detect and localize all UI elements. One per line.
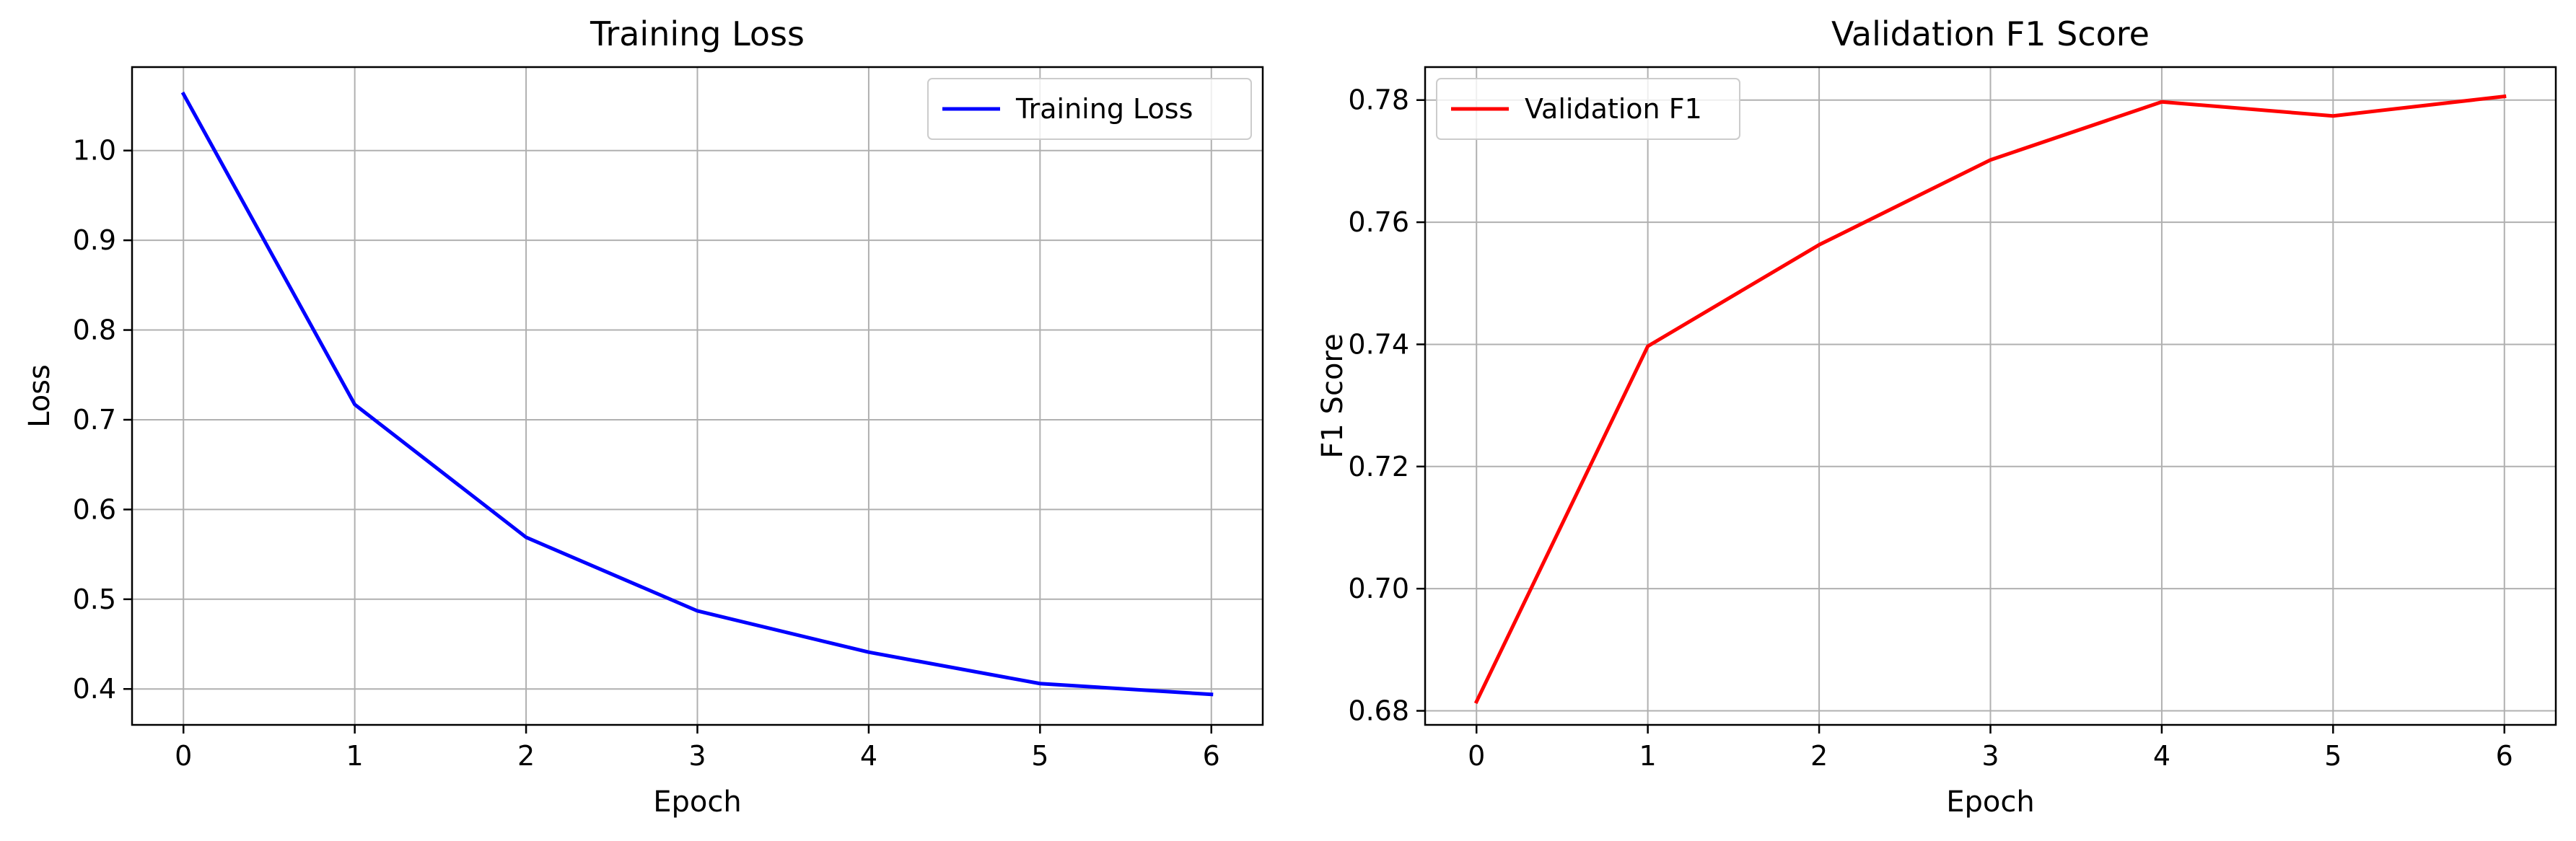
y-tick-label: 0.74 [1348,328,1409,360]
y-tick-label: 1.0 [73,135,116,167]
legend-box [1436,78,1740,140]
y-tick-label: 0.6 [73,493,116,525]
y-tick-label: 0.5 [73,584,116,615]
series-lines [1473,94,2507,705]
y-tick-label: 0.78 [1348,84,1409,116]
legend-label: Validation F1 [1525,93,1702,125]
x-tick-label: 2 [517,740,535,772]
series-line-validation-f1 [1473,94,2507,705]
series-line-training-loss [180,91,1214,697]
grid-lines [1425,67,2556,725]
x-tick-label: 5 [1031,740,1048,772]
legend: Training Loss [927,78,1252,140]
x-tick-label: 0 [175,740,192,772]
series-lines [180,91,1214,697]
x-tick-label: 4 [860,740,877,772]
y-tick-label: 0.7 [73,404,116,436]
y-tick-label: 0.68 [1348,695,1409,727]
x-tick-label: 5 [2324,740,2341,772]
y-tick-label: 0.9 [73,224,116,256]
x-tick-label: 1 [1639,740,1657,772]
grid-lines [132,67,1263,725]
validation-f1-panel: 0 1 2 3 4 5 6 0.68 0.70 0.72 0.74 0.76 0.78 Validat… [1316,14,2557,819]
x-axis-label: Epoch [653,785,741,819]
x-tick-label: 6 [1203,740,1220,772]
training-loss-panel: 0 1 2 3 4 5 6 0.4 0.5 0.6 0.7 0.8 0.9 1.0 Training L… [0,0,1288,841]
x-tick-label: 1 [346,740,364,772]
legend: Validation F1 [1436,78,1740,140]
y-axis-ticks: 0.4 0.5 0.6 0.7 0.8 0.9 1.0 [73,135,132,705]
x-axis-label: Epoch [1946,785,2034,819]
x-tick-label: 4 [2153,740,2170,772]
chart-title: Training Loss [590,14,805,53]
y-axis-label: F1 Score [1316,333,1349,458]
y-tick-label: 0.70 [1348,573,1409,604]
x-axis-ticks: 0 1 2 3 4 5 6 [1468,725,2513,772]
x-tick-label: 0 [1468,740,1485,772]
panel-background [0,0,1288,841]
y-tick-label: 0.8 [73,314,116,346]
x-tick-label: 2 [1810,740,1828,772]
x-axis-ticks: 0 1 2 3 4 5 6 [175,725,1220,772]
x-tick-label: 3 [1981,740,1999,772]
y-axis-ticks: 0.68 0.70 0.72 0.74 0.76 0.78 [1348,84,1425,727]
y-tick-label: 0.72 [1348,451,1409,483]
y-tick-label: 0.76 [1348,206,1409,238]
y-axis-label: Loss [23,364,56,428]
chart-title: Validation F1 Score [1831,14,2150,53]
y-tick-label: 0.4 [73,673,116,705]
legend-box [927,78,1252,140]
legend-label: Training Loss [1015,93,1193,125]
x-tick-label: 6 [2496,740,2513,772]
x-tick-label: 3 [688,740,706,772]
